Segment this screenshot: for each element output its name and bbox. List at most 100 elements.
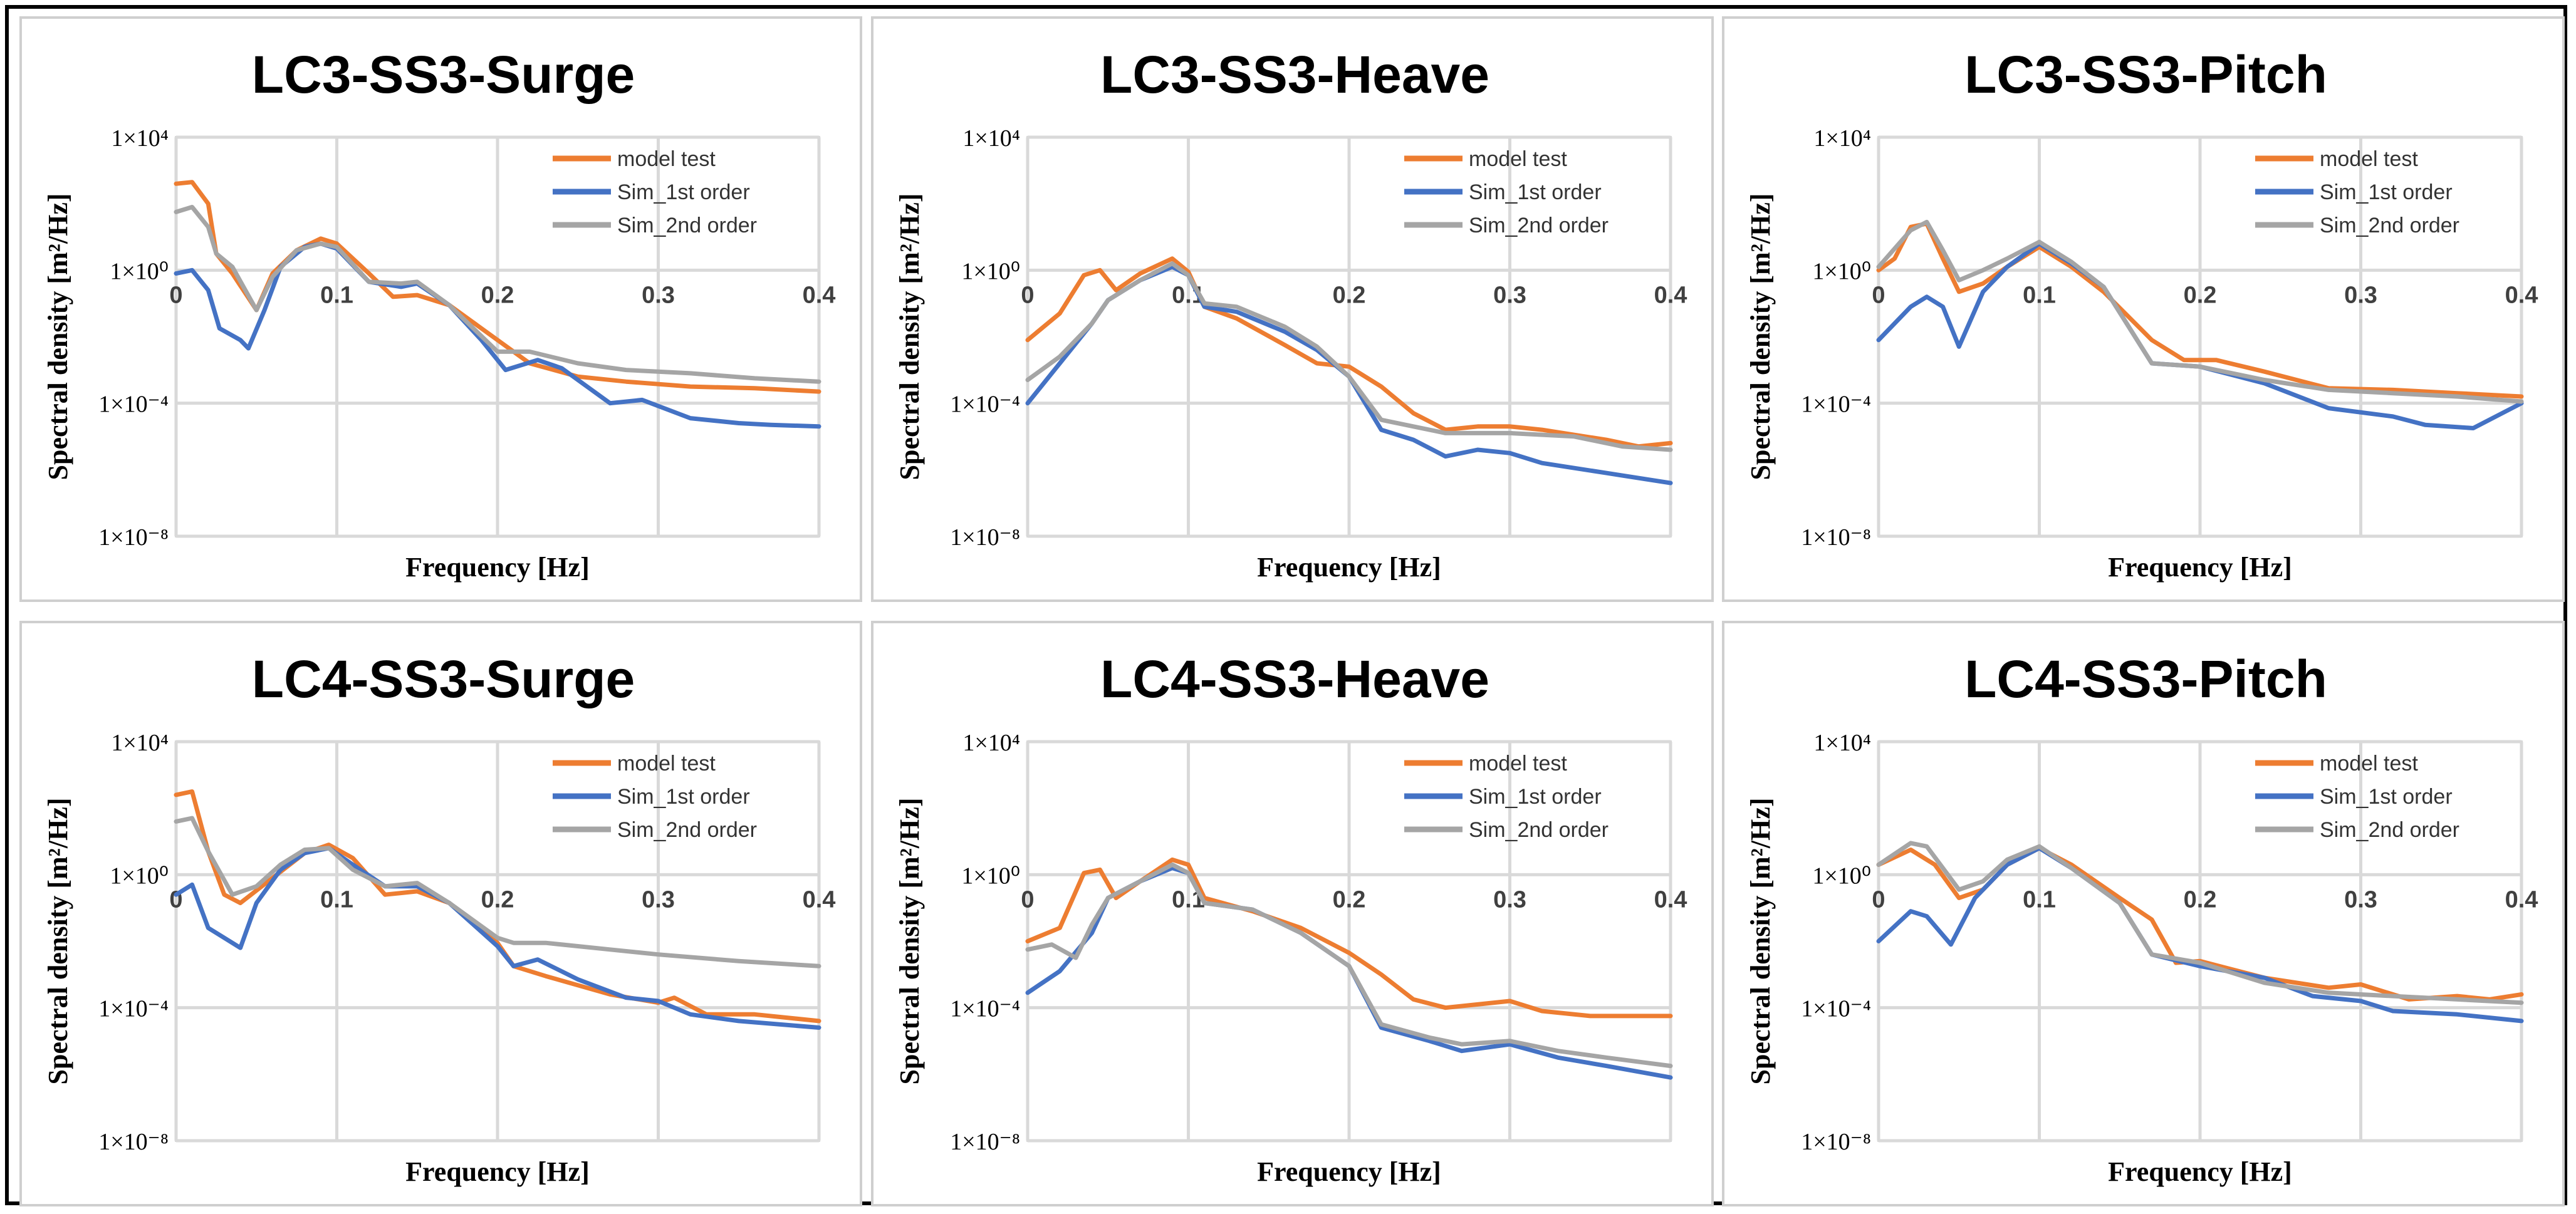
chart-panel-lc4-ss3-surge: LC4-SS3-Surge 1×10⁴ 1×10⁰ 1×10⁻⁴ 1×10⁻⁸ 0 0.1 0… [19,621,862,1206]
legend-label: model test [2320,147,2418,171]
x-axis-label: Frequency [Hz] [405,552,590,583]
y-tick-label: 1×10⁻⁸ [950,1129,1020,1155]
chart-title: LC4-SS3-Surge [252,650,635,708]
x-tick-label: 0.3 [1493,886,1526,913]
y-tick-label: 1×10⁻⁴ [98,996,169,1022]
y-tick-label: 1×10⁴ [111,730,169,756]
y-tick-label: 1×10⁻⁴ [98,392,169,418]
y-axis-label: Spectral density [m²/Hz] [894,797,925,1084]
series-line-sim-2nd-order [1025,862,1673,1069]
x-tick-label: 0.2 [481,886,514,913]
x-tick-label: 0.4 [803,886,836,913]
x-tick-label: 0 [169,282,182,308]
series-line-sim-1st-order [174,846,821,1030]
chart-panel-lc3-ss3-pitch: LC3-SS3-Pitch 1×10⁴ 1×10⁰ 1×10⁻⁴ 1×10⁻⁸ 0 0.1 0… [1722,16,2565,602]
chart-panel-lc3-ss3-heave: LC3-SS3-Heave 1×10⁴ 1×10⁰ 1×10⁻⁴ 1×10⁻⁸ 0 0.1 0… [871,16,1714,602]
x-tick-label: 0.2 [2184,886,2217,913]
x-tick-label: 0.4 [1654,886,1687,913]
x-tick-label: 0 [1872,282,1885,308]
x-tick-label: 0.1 [320,282,353,308]
y-tick-label: 1×10⁰ [1812,258,1871,284]
y-tick-label: 1×10⁰ [110,258,169,284]
chart-title: LC4-SS3-Pitch [1964,650,2327,708]
y-tick-label: 1×10⁴ [962,125,1020,152]
series-line-sim-2nd-order [174,816,821,968]
y-axis-label: Spectral density [m²/Hz] [894,193,925,480]
x-tick-label: 0.2 [481,282,514,308]
y-tick-label: 1×10⁴ [962,730,1020,756]
legend-label: Sim_1st order [1469,180,1602,204]
series-line-sim-2nd-order [1025,261,1673,452]
legend-label: Sim_1st order [617,180,750,204]
x-tick-label: 0.4 [1654,282,1687,308]
x-tick-label: 0.4 [2505,886,2538,913]
series-line-sim-2nd-order [174,205,821,384]
y-tick-label: 1×10⁻⁸ [98,524,169,551]
y-tick-label: 1×10⁰ [961,258,1020,284]
chart-panel-lc4-ss3-pitch: LC4-SS3-Pitch 1×10⁴ 1×10⁰ 1×10⁻⁴ 1×10⁻⁸ 0 0.1 0… [1722,621,2565,1206]
y-axis-label: Spectral density [m²/Hz] [1745,797,1776,1084]
y-tick-label: 1×10⁻⁸ [1801,1129,1871,1155]
chart-svg: LC3-SS3-Surge 1×10⁴ 1×10⁰ 1×10⁻⁴ 1×10⁻⁸ 0 0.1 0… [43,45,836,583]
legend-label: Sim_2nd order [2320,818,2459,842]
y-tick-label: 1×10⁻⁴ [1801,392,1871,418]
y-tick-label: 1×10⁻⁸ [950,524,1020,551]
x-tick-label: 0.3 [1493,282,1526,308]
chart-title: LC3-SS3-Heave [1100,45,1489,104]
legend-label: Sim_2nd order [1469,818,1609,842]
x-tick-label: 0 [1021,282,1034,308]
y-tick-label: 1×10⁴ [1813,730,1871,756]
series-line-sim-2nd-order [1876,219,2524,404]
x-tick-label: 0.2 [1333,886,1366,913]
y-tick-label: 1×10⁻⁴ [950,996,1020,1022]
y-axis-label: Spectral density [m²/Hz] [43,193,73,480]
legend-label: model test [617,752,716,776]
legend-label: model test [617,147,716,171]
x-tick-label: 0.2 [1333,282,1366,308]
x-axis-label: Frequency [Hz] [2108,552,2292,583]
x-tick-label: 0.1 [2023,282,2056,308]
y-tick-label: 1×10⁻⁴ [1801,996,1871,1022]
legend-label: Sim_2nd order [1469,214,1609,237]
legend-label: Sim_1st order [1469,785,1602,809]
series-line-model-test [1876,846,2524,1002]
y-tick-label: 1×10⁴ [111,125,169,152]
chart-title: LC3-SS3-Surge [252,45,635,104]
x-tick-label: 0.3 [2344,282,2377,308]
chart-svg: LC4-SS3-Pitch 1×10⁴ 1×10⁰ 1×10⁻⁴ 1×10⁻⁸ 0 0.1 0… [1745,650,2538,1187]
y-tick-label: 1×10⁴ [1813,125,1871,152]
x-axis-label: Frequency [Hz] [1257,1156,1441,1187]
x-tick-label: 0.4 [803,282,836,308]
y-axis-label: Spectral density [m²/Hz] [43,797,73,1084]
legend-label: model test [1469,752,1567,776]
chart-svg: LC3-SS3-Pitch 1×10⁴ 1×10⁰ 1×10⁻⁴ 1×10⁻⁸ 0 0.1 0… [1745,45,2538,583]
y-tick-label: 1×10⁰ [961,863,1020,889]
series-line-sim-2nd-order [1876,841,2524,1005]
y-tick-label: 1×10⁻⁸ [98,1129,169,1155]
legend-label: Sim_1st order [617,785,750,809]
x-tick-label: 0.4 [2505,282,2538,308]
y-tick-label: 1×10⁰ [1812,863,1871,889]
x-tick-label: 0.1 [320,886,353,913]
chart-panel-lc3-ss3-surge: LC3-SS3-Surge 1×10⁴ 1×10⁰ 1×10⁻⁴ 1×10⁻⁸ 0 0.1 0… [19,16,862,602]
series-line-model-test [174,789,821,1024]
x-tick-label: 0.3 [642,886,675,913]
legend-label: Sim_2nd order [2320,214,2459,237]
y-tick-label: 1×10⁻⁸ [1801,524,1871,551]
legend-label: Sim_1st order [2320,180,2453,204]
x-tick-label: 0.3 [2344,886,2377,913]
legend-label: Sim_1st order [2320,785,2453,809]
chart-title: LC4-SS3-Heave [1100,650,1489,708]
x-axis-label: Frequency [Hz] [1257,552,1441,583]
y-tick-label: 1×10⁰ [110,863,169,889]
legend-label: Sim_2nd order [617,214,757,237]
x-tick-label: 0 [1872,886,1885,913]
y-axis-label: Spectral density [m²/Hz] [1745,193,1776,480]
y-tick-label: 1×10⁻⁴ [950,392,1020,418]
legend-label: model test [2320,752,2418,776]
chart-panel-lc4-ss3-heave: LC4-SS3-Heave 1×10⁴ 1×10⁰ 1×10⁻⁴ 1×10⁻⁸ 0 0.1 0… [871,621,1714,1206]
x-tick-label: 0.3 [642,282,675,308]
